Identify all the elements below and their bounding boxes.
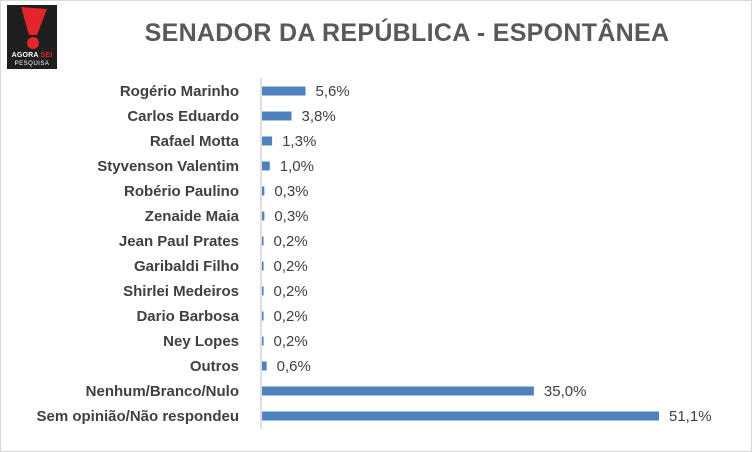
category-label: Dario Barbosa	[136, 308, 239, 325]
bar	[262, 336, 264, 346]
bar	[262, 236, 264, 246]
category-label: Garibaldi Filho	[134, 258, 239, 275]
bar	[262, 311, 264, 321]
category-label: Sem opinião/Não respondeu	[36, 408, 239, 425]
bar	[262, 186, 265, 196]
data-label: 0,2%	[274, 283, 308, 300]
bar	[262, 211, 265, 221]
data-label: 0,2%	[274, 258, 308, 275]
category-label: Nenhum/Branco/Nulo	[86, 383, 239, 400]
data-label: 35,0%	[544, 383, 587, 400]
agora-sei-logo: AGORA SEI PESQUISA	[7, 5, 57, 69]
logo-wordmark: AGORA SEI	[11, 52, 53, 59]
bar	[262, 86, 306, 96]
data-label: 1,0%	[280, 158, 314, 175]
category-label: Jean Paul Prates	[119, 233, 239, 250]
data-label: 51,1%	[669, 408, 712, 425]
chart-title: SENADOR DA REPÚBLICA - ESPONTÂNEA	[144, 19, 670, 47]
category-label: Ney Lopes	[163, 333, 239, 350]
bar	[262, 361, 267, 371]
data-label: 0,2%	[274, 333, 308, 350]
category-label: Shirlei Medeiros	[123, 283, 239, 300]
bar	[262, 411, 659, 421]
category-label: Rafael Motta	[150, 133, 240, 150]
category-label: Carlos Eduardo	[127, 108, 239, 125]
data-label: 0,3%	[274, 208, 308, 225]
bar	[262, 136, 273, 146]
data-label: 1,3%	[282, 133, 316, 150]
bar	[262, 261, 264, 271]
data-label: 0,3%	[274, 183, 308, 200]
logo-subtitle: PESQUISA	[14, 61, 50, 67]
bar	[262, 286, 264, 296]
category-label: Robério Paulino	[124, 183, 239, 200]
data-label: 0,2%	[274, 233, 308, 250]
bar	[262, 161, 270, 171]
category-label: Zenaide Maia	[145, 208, 240, 225]
bar	[262, 386, 534, 396]
category-label: Rogério Marinho	[120, 83, 239, 100]
data-label: 0,6%	[277, 358, 311, 375]
exclamation-logo-icon	[21, 7, 47, 49]
data-label: 0,2%	[274, 308, 308, 325]
data-label: 5,6%	[316, 83, 350, 100]
category-label: Outros	[190, 358, 239, 375]
data-label: 3,8%	[302, 108, 336, 125]
category-label: Styvenson Valentim	[97, 158, 239, 175]
bar	[262, 111, 292, 121]
